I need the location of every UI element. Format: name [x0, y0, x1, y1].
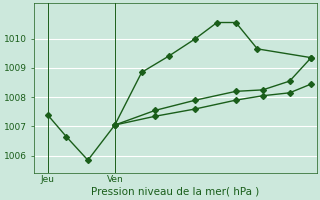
- X-axis label: Pression niveau de la mer( hPa ): Pression niveau de la mer( hPa ): [91, 187, 260, 197]
